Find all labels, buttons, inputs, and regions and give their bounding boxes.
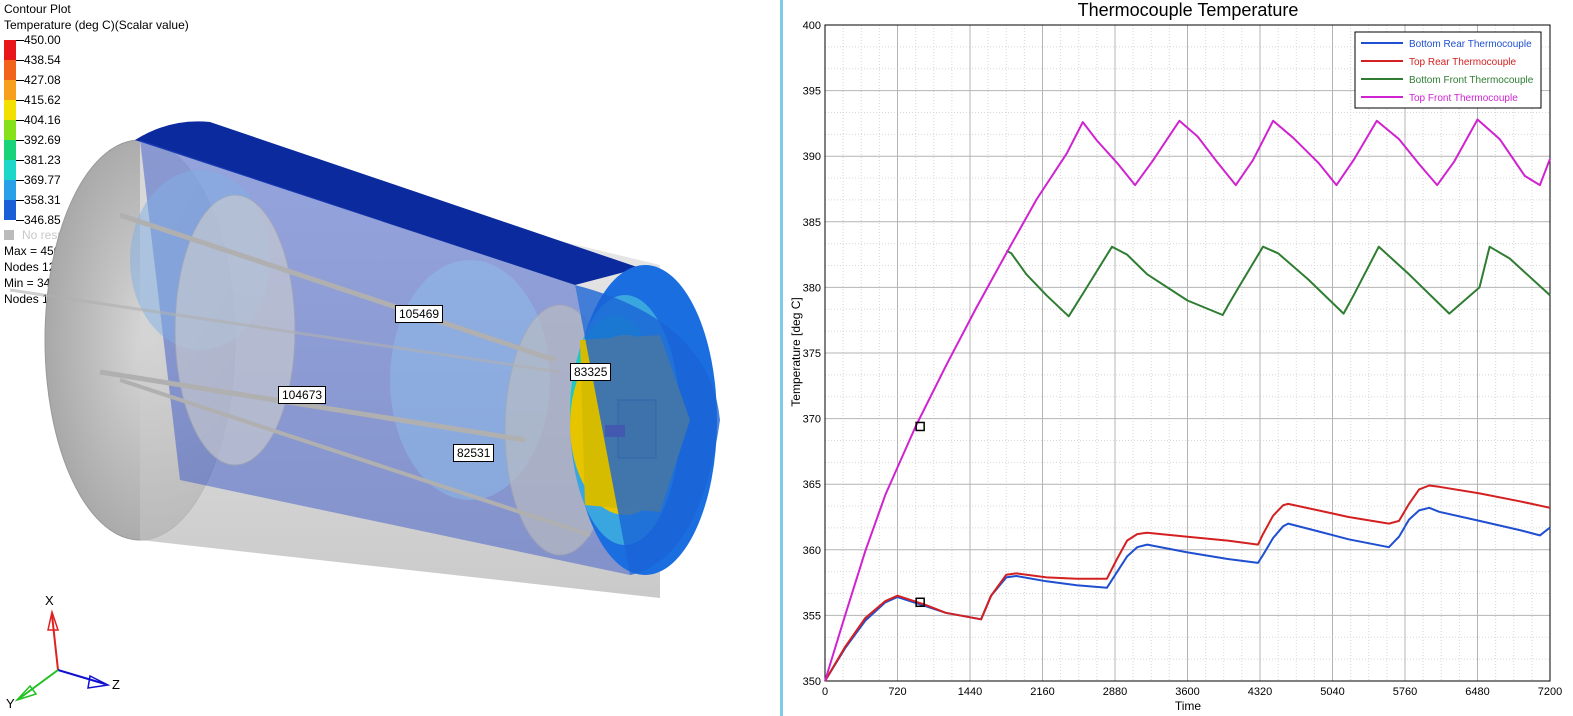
chart-legend: Bottom Rear Thermocouple Top Rear Thermoc… xyxy=(1354,31,1542,109)
legend-swatch xyxy=(4,160,16,180)
no-result-swatch xyxy=(4,230,14,240)
legend-tick xyxy=(16,40,24,41)
legend-swatch xyxy=(4,140,16,160)
legend-tick xyxy=(16,100,24,101)
legend-tick xyxy=(16,220,24,221)
data-marker xyxy=(915,597,925,608)
legend-tick xyxy=(16,160,24,161)
legend-frame xyxy=(1354,31,1542,109)
legend-swatch xyxy=(4,200,16,220)
legend-entry: Top Front Thermocouple xyxy=(1409,93,1518,104)
legend-value: 381.23 xyxy=(24,153,61,167)
x-tick-label: 2880 xyxy=(1103,686,1127,698)
legend-value: 427.08 xyxy=(24,73,61,87)
legend-tick xyxy=(16,200,24,201)
legend-entry: Bottom Front Thermocouple xyxy=(1409,75,1534,86)
legend-value: 358.31 xyxy=(24,193,61,207)
legend-value: 404.16 xyxy=(24,113,61,127)
y-tick-label: 370 xyxy=(803,414,821,426)
chart-panel[interactable]: Thermocouple Temperature Time Temperatur… xyxy=(783,0,1573,716)
legend-tick xyxy=(16,60,24,61)
node-label[interactable]: 104673 xyxy=(278,386,327,404)
x-tick-label: 2160 xyxy=(1030,686,1054,698)
node-label[interactable]: 82531 xyxy=(453,444,495,462)
thermocouple-chart: Thermocouple Temperature Time Temperatur… xyxy=(789,0,1562,713)
coordinate-triad xyxy=(14,609,111,702)
data-marker xyxy=(915,421,925,432)
panel-divider[interactable] xyxy=(780,0,783,716)
legend-tick xyxy=(16,120,24,121)
legend-swatch xyxy=(4,60,16,80)
legend-value: 392.69 xyxy=(24,133,61,147)
legend-swatch xyxy=(4,100,16,120)
x-axis-label: Time xyxy=(1175,699,1202,713)
legend-tick xyxy=(16,180,24,181)
y-axis-label: Temperature [deg C] xyxy=(789,297,803,406)
legend-value: 415.62 xyxy=(24,93,61,107)
max-nodes: Nodes 127 xyxy=(4,260,63,274)
legend-entry: Top Rear Thermocouple xyxy=(1409,57,1517,68)
x-tick-label: 4320 xyxy=(1248,686,1272,698)
x-tick-label: 1440 xyxy=(958,686,982,698)
y-tick-label: 375 xyxy=(803,348,821,360)
x-tick-label: 7200 xyxy=(1538,686,1562,698)
legend-value: 369.77 xyxy=(24,173,61,187)
legend-entry: Bottom Rear Thermocouple xyxy=(1409,39,1532,50)
y-tick-label: 365 xyxy=(803,479,821,491)
x-tick-label: 0 xyxy=(822,686,828,698)
y-tick-label: 395 xyxy=(803,86,821,98)
legend-swatch xyxy=(4,80,16,100)
axis-y-label: Y xyxy=(6,696,15,711)
y-tick-label: 360 xyxy=(803,545,821,557)
contour-plot-panel[interactable]: Contour Plot Temperature (deg C)(Scalar … xyxy=(0,0,780,716)
series-line xyxy=(824,118,1551,682)
legend-value: 450.00 xyxy=(24,33,61,47)
node-label[interactable]: 83325 xyxy=(570,363,612,381)
x-tick-label: 5760 xyxy=(1393,686,1417,698)
y-tick-label: 355 xyxy=(803,610,821,622)
legend-swatch xyxy=(4,40,16,60)
legend-value: 346.85 xyxy=(24,213,61,227)
contour-title: Contour Plot xyxy=(4,2,71,16)
legend-tick xyxy=(16,140,24,141)
node-label[interactable]: 105469 xyxy=(395,305,444,323)
cylinder-model[interactable]: X Z Y xyxy=(0,0,780,716)
chart-title: Thermocouple Temperature xyxy=(1078,0,1299,20)
y-tick-label: 385 xyxy=(803,217,821,229)
legend-tick xyxy=(16,80,24,81)
legend-swatch xyxy=(4,120,16,140)
series-line xyxy=(824,506,1551,682)
x-tick-label: 5040 xyxy=(1320,686,1344,698)
contour-subtitle: Temperature (deg C)(Scalar value) xyxy=(4,18,189,32)
y-tick-label: 400 xyxy=(803,20,821,32)
legend-value: 438.54 xyxy=(24,53,61,67)
x-tick-label: 6480 xyxy=(1465,686,1489,698)
axis-z-label: Z xyxy=(112,677,120,692)
series-line xyxy=(824,484,1551,682)
legend-swatch xyxy=(4,180,16,200)
x-tick-label: 720 xyxy=(888,686,906,698)
axis-x-label: X xyxy=(45,593,54,608)
x-tick-label: 3600 xyxy=(1175,686,1199,698)
y-tick-label: 350 xyxy=(803,676,821,688)
plot-frame xyxy=(824,24,1551,682)
y-tick-label: 380 xyxy=(803,282,821,294)
y-tick-label: 390 xyxy=(803,151,821,163)
series-line xyxy=(1005,245,1551,318)
